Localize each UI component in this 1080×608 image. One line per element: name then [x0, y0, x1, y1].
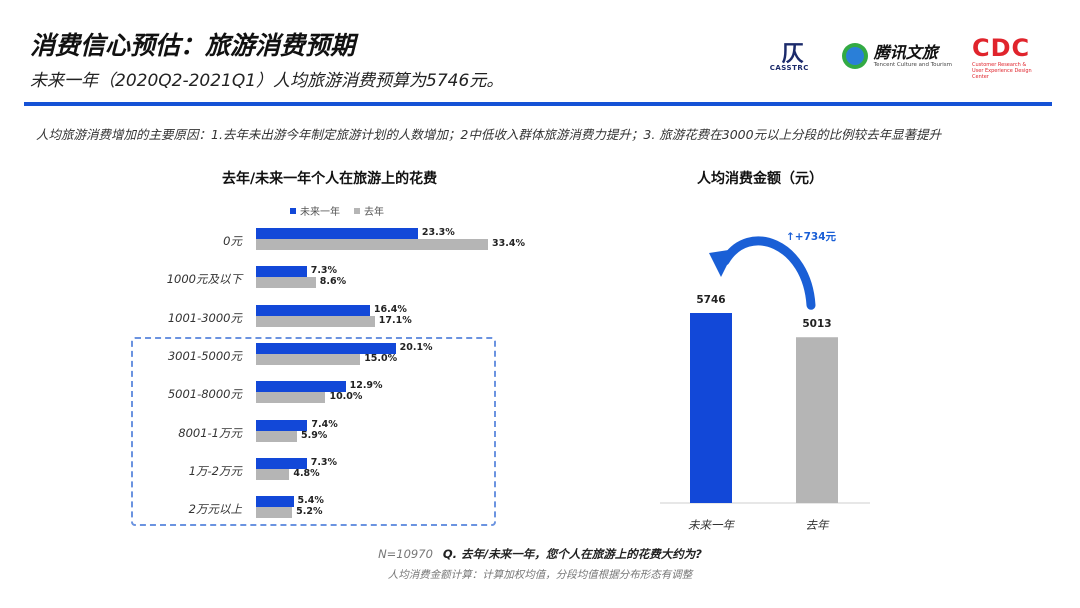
- category-label: 2万元以上: [188, 502, 242, 517]
- sample-size: N=10970: [378, 547, 433, 561]
- category-label: 8001-1万元: [178, 425, 242, 440]
- value-label: 5013: [802, 318, 831, 330]
- value-label-last: 8.6%: [319, 276, 347, 288]
- value-label-last: 4.8%: [293, 467, 320, 479]
- right-chart-title: 人均消费金额（元）: [697, 171, 823, 187]
- tencent-logo-name: 腾讯文旅: [873, 43, 938, 62]
- category-label: 1万-2万元: [188, 463, 242, 478]
- cdc-logo: CDC Customer Research & User Experience …: [972, 34, 1044, 80]
- category-label: 去年: [806, 518, 830, 532]
- increase-annotation: ↑+734元: [786, 231, 837, 243]
- bar-future-year: [256, 457, 307, 469]
- bar-last-year: [796, 337, 838, 503]
- value-label-last: 15.0%: [364, 352, 398, 364]
- header-divider: [24, 102, 1052, 106]
- bar-future-year: [256, 266, 307, 278]
- cdc-logo-subtext-1: Customer Research &: [972, 62, 1027, 68]
- tencent-culture-logo: 腾讯文旅 Tencent Culture and Tourism: [841, 43, 952, 69]
- value-label-future: 5.4%: [297, 495, 324, 507]
- value-label-future: 20.1%: [399, 341, 433, 353]
- bar-last-year: [256, 430, 297, 442]
- category-label: 3001-5000元: [167, 348, 242, 363]
- bar-future-year: [256, 496, 294, 508]
- bar-last-year: [256, 315, 375, 327]
- page-subtitle: 未来一年（2020Q2-2021Q1）人均旅游消费预算为5746元。: [30, 71, 504, 91]
- bar-future-year: [256, 228, 418, 239]
- value-label-future: 7.3%: [310, 456, 338, 468]
- description-text: 人均旅游消费增加的主要原因：1.去年未出游今年制定旅游计划的人数增加；2中低收入…: [36, 127, 942, 142]
- category-label: 1000元及以下: [166, 272, 242, 287]
- bar-last-year: [256, 353, 361, 365]
- bar-future-year: [256, 419, 308, 431]
- tencent-globe-icon: [841, 43, 868, 69]
- category-label: 0元: [223, 234, 242, 248]
- legend-label-future: 未来一年: [300, 207, 340, 218]
- increase-arrow-icon: [720, 236, 816, 310]
- category-label: 1001-3000元: [167, 310, 242, 325]
- value-label: 5746: [696, 294, 725, 306]
- bar-last-year: [256, 239, 488, 250]
- bar-future-year: [256, 381, 346, 393]
- value-label-last: 17.1%: [378, 314, 412, 326]
- survey-question: Q. 去年/未来一年，您个人在旅游上的花费大约为?: [442, 547, 702, 561]
- value-label-future: 12.9%: [349, 380, 383, 392]
- bar-future-year: [690, 313, 732, 503]
- tencent-logo-subtext: Tencent Culture and Tourism: [873, 62, 952, 68]
- value-label-last: 5.2%: [296, 506, 323, 518]
- cdc-logo-subtext-2: User Experience Design Center: [972, 68, 1032, 80]
- left-chart-title: 去年/未来一年个人在旅游上的花费: [222, 171, 438, 187]
- value-label-future: 7.4%: [311, 418, 338, 430]
- value-label-future: 7.3%: [310, 265, 338, 277]
- bar-future-year: [256, 304, 370, 316]
- casstrc-mark: 仄: [781, 42, 804, 67]
- calculation-note: 人均消费金额计算：计算加权均值，分段均值根据分布形态有调整: [387, 569, 693, 581]
- bar-last-year: [256, 392, 326, 404]
- logo-group: 仄 CASSTRC 腾讯文旅 Tencent Culture and Touri…: [770, 34, 1044, 80]
- arrow-head-icon: [709, 249, 735, 277]
- bar-last-year: [256, 468, 290, 480]
- cdc-logo-text: CDC: [972, 34, 1031, 62]
- highlight-box: [131, 337, 496, 526]
- legend-swatch-last: [354, 207, 360, 214]
- casstrc-logo-text: CASSTRC: [769, 64, 809, 72]
- bar-last-year: [256, 507, 293, 519]
- left-chart-legend: 未来一年 去年: [290, 203, 384, 218]
- legend-label-last: 去年: [364, 207, 384, 218]
- page-title: 消费信心预估：旅游消费预期: [30, 31, 356, 60]
- category-label: 5001-8000元: [167, 387, 242, 402]
- value-label-last: 33.4%: [492, 238, 525, 249]
- bar-last-year: [256, 277, 316, 289]
- value-label-future: 16.4%: [373, 303, 407, 315]
- legend-swatch-future: [290, 207, 296, 214]
- casstrc-logo: 仄 CASSTRC: [770, 36, 822, 76]
- value-label-last: 10.0%: [329, 391, 363, 403]
- footer-question-line: N=10970 Q. 去年/未来一年，您个人在旅游上的花费大约为?: [0, 546, 1080, 562]
- value-label-future: 23.3%: [421, 227, 455, 238]
- bar-future-year: [256, 342, 396, 354]
- category-label: 未来一年: [688, 518, 735, 532]
- value-label-last: 5.9%: [300, 429, 328, 441]
